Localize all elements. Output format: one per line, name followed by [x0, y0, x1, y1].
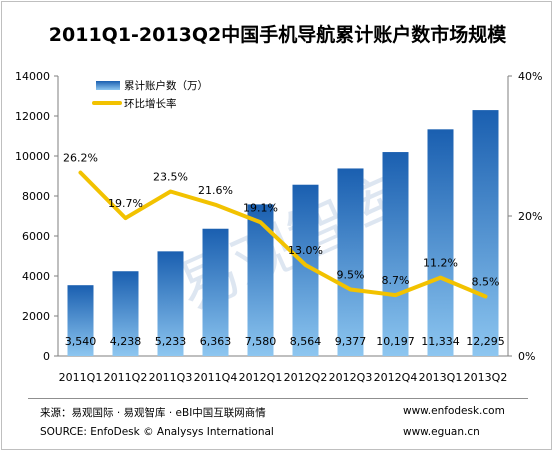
legend-bar-label: 累计账户数（万）: [124, 79, 208, 92]
source-en: SOURCE: EnfoDesk © Analysys Internationa…: [40, 426, 274, 438]
x-tick-label: 2012Q4: [374, 371, 418, 384]
x-tick-label: 2012Q2: [284, 371, 328, 384]
line-value-label: 8.5%: [472, 276, 500, 289]
y-right-tick-label: 40%: [518, 70, 542, 83]
url-eguan: www.eguan.cn: [403, 426, 480, 438]
bar-value-label: 11,334: [421, 335, 460, 348]
line-value-label: 8.7%: [382, 274, 410, 287]
y-left-tick-label: 2000: [22, 310, 50, 323]
bar-value-label: 5,233: [155, 335, 187, 348]
x-tick-label: 2013Q1: [419, 371, 463, 384]
bar-value-label: 6,363: [200, 335, 232, 348]
line-value-label: 19.1%: [243, 201, 278, 214]
y-left-tick-label: 4000: [22, 270, 50, 283]
y-left-tick-label: 6000: [22, 230, 50, 243]
legend-line-label: 环比增长率: [124, 97, 177, 110]
bar-value-label: 8,564: [290, 335, 322, 348]
bar: [337, 168, 364, 356]
bar: [67, 285, 94, 356]
bar-value-label: 10,197: [376, 335, 415, 348]
x-tick-label: 2012Q3: [329, 371, 373, 384]
line-value-label: 13.0%: [288, 244, 323, 257]
y-right-tick-label: 20%: [518, 210, 542, 223]
bar: [472, 110, 499, 356]
x-tick-label: 2012Q1: [239, 371, 283, 384]
y-left-tick-label: 10000: [15, 150, 50, 163]
line-value-label: 19.7%: [108, 197, 143, 210]
bar-value-label: 7,580: [245, 335, 277, 348]
x-tick-label: 2011Q4: [194, 371, 238, 384]
legend-bar-swatch: [96, 81, 120, 90]
bar: [427, 129, 454, 356]
bar-value-label: 9,377: [335, 335, 367, 348]
footer-divider: [28, 398, 528, 399]
bar: [112, 271, 139, 356]
x-tick-label: 2011Q1: [59, 371, 103, 384]
line-value-label: 21.6%: [198, 184, 233, 197]
x-tick-label: 2011Q3: [149, 371, 193, 384]
source-cn: 来源：易观国际 · 易观智库 · eBI中国互联网商情: [40, 407, 266, 419]
url-enfodesk: www.enfodesk.com: [403, 405, 505, 417]
bar-value-label: 3,540: [65, 335, 97, 348]
y-left-tick-label: 8000: [22, 190, 50, 203]
y-left-tick-label: 12000: [15, 110, 50, 123]
line-value-label: 9.5%: [337, 269, 365, 282]
bar: [382, 152, 409, 356]
y-right-tick-label: 0%: [518, 350, 535, 363]
y-left-tick-label: 0: [43, 350, 50, 363]
bar: [157, 251, 184, 356]
x-tick-label: 2013Q2: [464, 371, 508, 384]
y-left-tick-label: 14000: [15, 70, 50, 83]
line-value-label: 11.2%: [423, 257, 458, 270]
line-value-label: 26.2%: [63, 152, 98, 165]
growth-line: [78, 170, 488, 299]
bar-value-label: 4,238: [110, 335, 142, 348]
bar-value-label: 12,295: [466, 335, 505, 348]
bar: [202, 228, 229, 356]
chart-title: 2011Q1-2013Q2中国手机导航累计账户数市场规模: [48, 24, 507, 46]
x-tick-label: 2011Q2: [104, 371, 148, 384]
bar: [247, 204, 274, 356]
line-value-label: 23.5%: [153, 171, 188, 184]
